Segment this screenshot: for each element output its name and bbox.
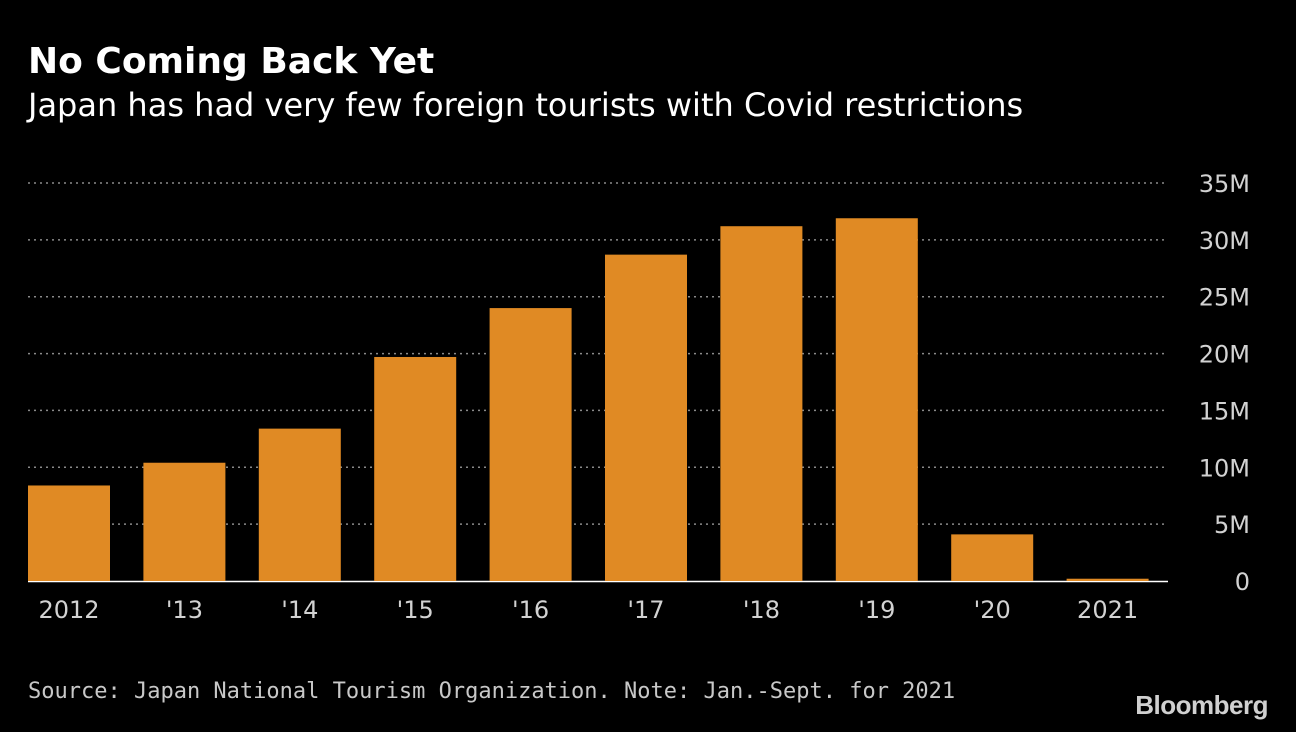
x-tick-label: '16 [512, 596, 549, 624]
y-tick-label: 25M [1199, 284, 1250, 312]
x-tick-label: '14 [281, 596, 318, 624]
bar [374, 356, 457, 581]
bloomberg-logo: Bloomberg [1135, 690, 1268, 720]
x-tick-label: '13 [166, 596, 203, 624]
bar [258, 428, 341, 581]
y-tick-label: 15M [1199, 397, 1250, 425]
x-tick-label: 2012 [38, 596, 99, 624]
chart-title: No Coming Back Yet [28, 41, 435, 82]
x-tick-label: 2021 [1077, 596, 1138, 624]
bar [720, 226, 803, 581]
y-tick-label: 20M [1199, 341, 1250, 369]
bar [489, 308, 572, 581]
y-tick-label: 35M [1199, 170, 1250, 198]
x-axis-ticks: 2012 '13 '14 '15 '16 '17 '18 '19 '20 2021 [38, 596, 1138, 624]
x-tick-label: '18 [743, 596, 780, 624]
bar [28, 485, 110, 581]
bars [28, 218, 1149, 581]
x-tick-label: '17 [627, 596, 664, 624]
chart-subtitle: Japan has had very few foreign tourists … [28, 86, 1024, 124]
bar [1066, 578, 1149, 581]
y-tick-label: 30M [1199, 227, 1250, 255]
bar [143, 462, 226, 581]
x-tick-label: '15 [397, 596, 434, 624]
x-tick-label: '19 [858, 596, 895, 624]
y-tick-label: 10M [1199, 454, 1250, 482]
bar [951, 534, 1034, 581]
bar [835, 218, 918, 581]
y-axis-ticks: 0 5M 10M 15M 20M 25M 30M 35M [1199, 170, 1250, 596]
gridlines [28, 182, 1168, 583]
source-note: Source: Japan National Tourism Organizat… [28, 679, 956, 704]
bar [605, 254, 687, 581]
x-tick-label: '20 [974, 596, 1011, 624]
y-tick-label: 0 [1235, 568, 1250, 596]
y-tick-label: 5M [1214, 511, 1250, 539]
